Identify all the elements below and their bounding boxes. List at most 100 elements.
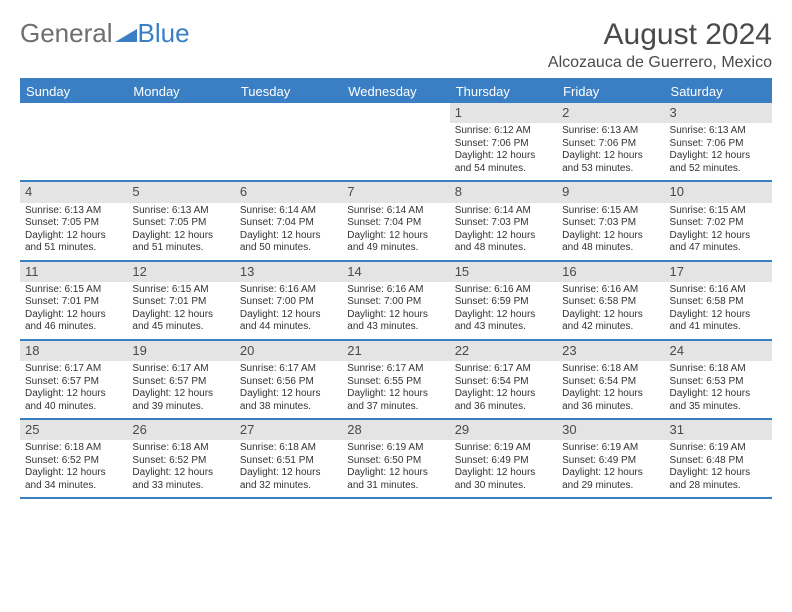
day-cell: 10Sunrise: 6:15 AMSunset: 7:02 PMDayligh… [665, 182, 772, 259]
day-cell: 25Sunrise: 6:18 AMSunset: 6:52 PMDayligh… [20, 420, 127, 497]
sunset-text: Sunset: 6:55 PM [347, 376, 444, 389]
sunrise-text: Sunrise: 6:19 AM [455, 442, 552, 455]
sunset-text: Sunset: 7:06 PM [670, 138, 767, 151]
sunset-text: Sunset: 7:05 PM [132, 217, 229, 230]
month-title: August 2024 [548, 18, 772, 52]
day-details: Sunrise: 6:18 AMSunset: 6:54 PMDaylight:… [562, 363, 659, 413]
daylight-text: Daylight: 12 hours and 47 minutes. [670, 230, 767, 255]
sunrise-text: Sunrise: 6:19 AM [670, 442, 767, 455]
day-cell: 1Sunrise: 6:12 AMSunset: 7:06 PMDaylight… [450, 103, 557, 180]
daylight-text: Daylight: 12 hours and 30 minutes. [455, 467, 552, 492]
day-cell: 24Sunrise: 6:18 AMSunset: 6:53 PMDayligh… [665, 341, 772, 418]
sunrise-text: Sunrise: 6:15 AM [562, 205, 659, 218]
weekday-header: Friday [557, 80, 664, 103]
day-details: Sunrise: 6:12 AMSunset: 7:06 PMDaylight:… [455, 125, 552, 175]
day-number: 7 [342, 182, 449, 202]
sunset-text: Sunset: 6:51 PM [240, 455, 337, 468]
sunset-text: Sunset: 6:48 PM [670, 455, 767, 468]
week-row: 11Sunrise: 6:15 AMSunset: 7:01 PMDayligh… [20, 262, 772, 341]
day-number: 4 [20, 182, 127, 202]
day-number: 13 [235, 262, 342, 282]
day-details: Sunrise: 6:13 AMSunset: 7:06 PMDaylight:… [562, 125, 659, 175]
day-cell: 16Sunrise: 6:16 AMSunset: 6:58 PMDayligh… [557, 262, 664, 339]
daylight-text: Daylight: 12 hours and 44 minutes. [240, 309, 337, 334]
sunrise-text: Sunrise: 6:16 AM [562, 284, 659, 297]
logo-triangle-icon [115, 18, 137, 49]
sunrise-text: Sunrise: 6:16 AM [670, 284, 767, 297]
day-cell: 19Sunrise: 6:17 AMSunset: 6:57 PMDayligh… [127, 341, 234, 418]
day-cell [342, 103, 449, 180]
daylight-text: Daylight: 12 hours and 41 minutes. [670, 309, 767, 334]
day-number: 31 [665, 420, 772, 440]
weekday-header: Thursday [450, 80, 557, 103]
day-number: 21 [342, 341, 449, 361]
day-number: 18 [20, 341, 127, 361]
sunset-text: Sunset: 6:50 PM [347, 455, 444, 468]
day-details: Sunrise: 6:19 AMSunset: 6:49 PMDaylight:… [455, 442, 552, 492]
daylight-text: Daylight: 12 hours and 43 minutes. [455, 309, 552, 334]
sunrise-text: Sunrise: 6:17 AM [455, 363, 552, 376]
day-cell: 4 Sunrise: 6:13 AMSunset: 7:05 PMDaylight… [20, 182, 127, 259]
sunset-text: Sunset: 6:58 PM [562, 296, 659, 309]
day-details: Sunrise: 6:15 AMSunset: 7:03 PMDaylight:… [562, 205, 659, 255]
header: General Blue August 2024 Alcozauca de Gu… [20, 18, 772, 72]
day-details: Sunrise: 6:16 AMSunset: 6:59 PMDaylight:… [455, 284, 552, 334]
daylight-text: Daylight: 12 hours and 48 minutes. [562, 230, 659, 255]
sunset-text: Sunset: 7:06 PM [455, 138, 552, 151]
day-details: Sunrise: 6:18 AMSunset: 6:52 PMDaylight:… [25, 442, 122, 492]
day-cell [20, 103, 127, 180]
daylight-text: Daylight: 12 hours and 51 minutes. [25, 230, 122, 255]
day-cell: 26Sunrise: 6:18 AMSunset: 6:52 PMDayligh… [127, 420, 234, 497]
sunset-text: Sunset: 7:05 PM [25, 217, 122, 230]
logo: General Blue [20, 18, 190, 49]
day-number: 6 [235, 182, 342, 202]
day-details: Sunrise: 6:14 AMSunset: 7:03 PMDaylight:… [455, 205, 552, 255]
day-cell: 8Sunrise: 6:14 AMSunset: 7:03 PMDaylight… [450, 182, 557, 259]
day-cell: 13Sunrise: 6:16 AMSunset: 7:00 PMDayligh… [235, 262, 342, 339]
day-details: Sunrise: 6:18 AMSunset: 6:52 PMDaylight:… [132, 442, 229, 492]
daylight-text: Daylight: 12 hours and 39 minutes. [132, 388, 229, 413]
sunrise-text: Sunrise: 6:16 AM [240, 284, 337, 297]
daylight-text: Daylight: 12 hours and 43 minutes. [347, 309, 444, 334]
day-cell: 14Sunrise: 6:16 AMSunset: 7:00 PMDayligh… [342, 262, 449, 339]
sunrise-text: Sunrise: 6:14 AM [455, 205, 552, 218]
day-details: Sunrise: 6:13 AMSunset: 7:05 PMDaylight:… [25, 205, 122, 255]
day-number: 10 [665, 182, 772, 202]
day-cell: 31 Sunrise: 6:19 AMSunset: 6:48 PMDayligh… [665, 420, 772, 497]
day-details: Sunrise: 6:15 AMSunset: 7:01 PMDaylight:… [132, 284, 229, 334]
weekday-header: Wednesday [342, 80, 449, 103]
daylight-text: Daylight: 12 hours and 51 minutes. [132, 230, 229, 255]
logo-text-general: General [20, 18, 113, 49]
sunrise-text: Sunrise: 6:19 AM [562, 442, 659, 455]
sunrise-text: Sunrise: 6:13 AM [132, 205, 229, 218]
day-details: Sunrise: 6:19 AMSunset: 6:49 PMDaylight:… [562, 442, 659, 492]
sunset-text: Sunset: 6:57 PM [25, 376, 122, 389]
day-number: 19 [127, 341, 234, 361]
day-details: Sunrise: 6:17 AMSunset: 6:57 PMDaylight:… [25, 363, 122, 413]
day-cell: 30Sunrise: 6:19 AMSunset: 6:49 PMDayligh… [557, 420, 664, 497]
daylight-text: Daylight: 12 hours and 54 minutes. [455, 150, 552, 175]
day-cell: 7Sunrise: 6:14 AMSunset: 7:04 PMDaylight… [342, 182, 449, 259]
day-number: 26 [127, 420, 234, 440]
sunset-text: Sunset: 7:03 PM [562, 217, 659, 230]
location: Alcozauca de Guerrero, Mexico [548, 54, 772, 72]
day-cell: 21Sunrise: 6:17 AMSunset: 6:55 PMDayligh… [342, 341, 449, 418]
day-cell: 11Sunrise: 6:15 AMSunset: 7:01 PMDayligh… [20, 262, 127, 339]
daylight-text: Daylight: 12 hours and 28 minutes. [670, 467, 767, 492]
day-cell: 17Sunrise: 6:16 AMSunset: 6:58 PMDayligh… [665, 262, 772, 339]
sunset-text: Sunset: 7:00 PM [347, 296, 444, 309]
day-cell: 28Sunrise: 6:19 AMSunset: 6:50 PMDayligh… [342, 420, 449, 497]
day-number: 2 [557, 103, 664, 123]
daylight-text: Daylight: 12 hours and 46 minutes. [25, 309, 122, 334]
day-details: Sunrise: 6:16 AMSunset: 7:00 PMDaylight:… [240, 284, 337, 334]
weekday-header: Monday [127, 80, 234, 103]
week-row: 25Sunrise: 6:18 AMSunset: 6:52 PMDayligh… [20, 420, 772, 499]
sunrise-text: Sunrise: 6:18 AM [670, 363, 767, 376]
sunset-text: Sunset: 6:53 PM [670, 376, 767, 389]
sunrise-text: Sunrise: 6:17 AM [132, 363, 229, 376]
weekday-header: Sunday [20, 80, 127, 103]
sunset-text: Sunset: 7:04 PM [347, 217, 444, 230]
sunrise-text: Sunrise: 6:17 AM [25, 363, 122, 376]
daylight-text: Daylight: 12 hours and 38 minutes. [240, 388, 337, 413]
sunrise-text: Sunrise: 6:12 AM [455, 125, 552, 138]
